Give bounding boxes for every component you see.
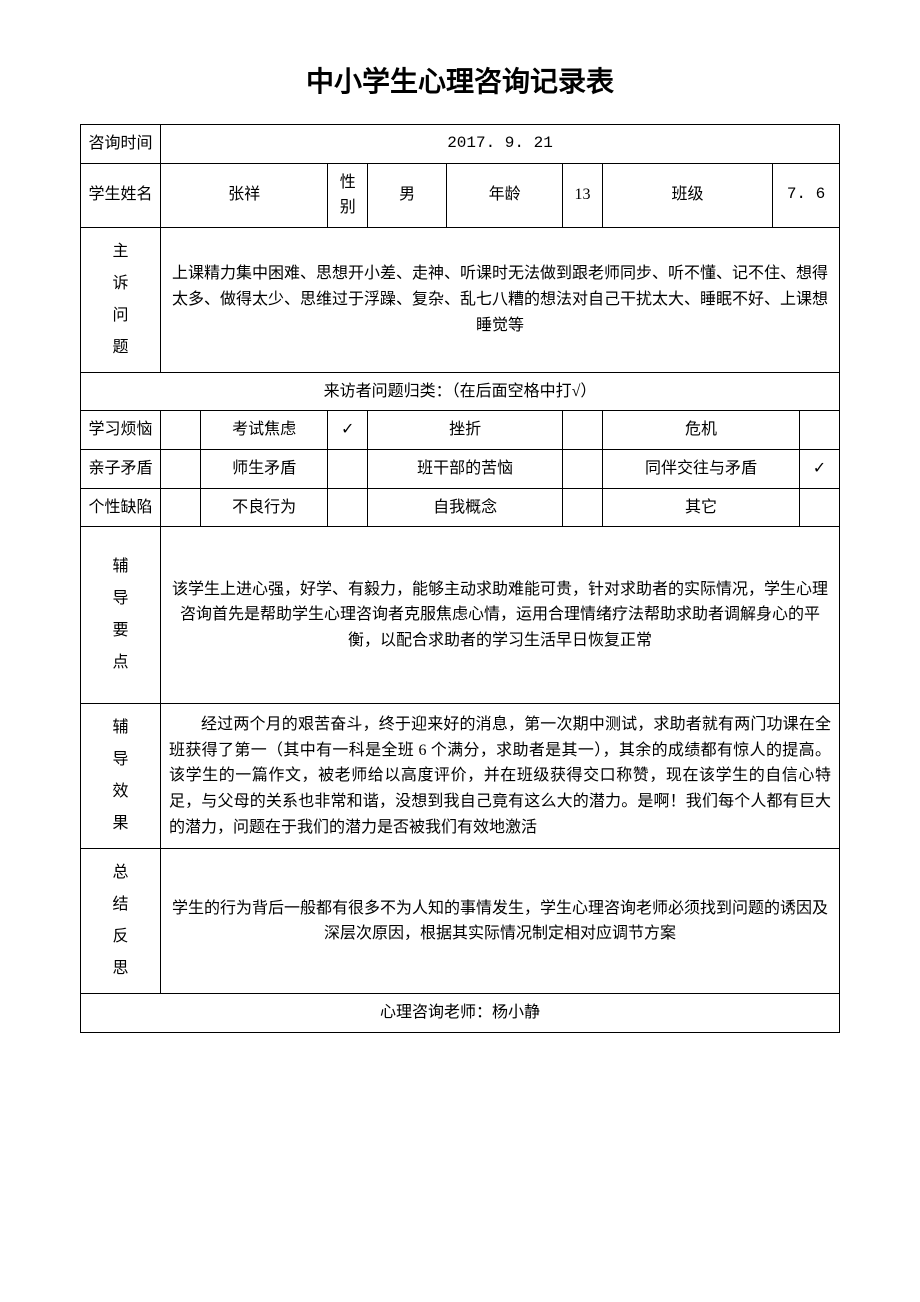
chief-complaint-label: 主 诉 问 题 [81, 227, 161, 372]
summary-label: 总 结 反 思 [81, 849, 161, 994]
row-category-3: 个性缺陷 不良行为 自我概念 其它 [81, 488, 840, 527]
student-name-value: 张祥 [161, 163, 328, 227]
guidance-points-content: 该学生上进心强，好学、有毅力，能够主动求助难能可贵，针对求助者的实际情况，学生心… [161, 527, 840, 704]
row-student-info: 学生姓名 张祥 性别 男 年龄 13 班级 7. 6 [81, 163, 840, 227]
category-header: 来访者问题归类：（在后面空格中打√） [81, 372, 840, 411]
cat-crisis: 危机 [603, 411, 800, 450]
gender-label: 性别 [328, 163, 368, 227]
guidance-effect-content: 经过两个月的艰苦奋斗，终于迎来好的消息，第一次期中测试，求助者就有两门功课在全班… [161, 704, 840, 849]
cat-class-leader: 班干部的苦恼 [368, 449, 563, 488]
age-label: 年龄 [447, 163, 563, 227]
row-category-header: 来访者问题归类：（在后面空格中打√） [81, 372, 840, 411]
summary-content: 学生的行为背后一般都有很多不为人知的事情发生，学生心理咨询老师必须找到问题的诱因… [161, 849, 840, 994]
cat-exam-anxiety-check: ✓ [328, 411, 368, 450]
chief-complaint-content: 上课精力集中困难、思想开小差、走神、听课时无法做到跟老师同步、听不懂、记不住、想… [161, 227, 840, 372]
record-table: 咨询时间 2017. 9. 21 学生姓名 张祥 性别 男 年龄 13 班级 7… [80, 124, 840, 1033]
counselor-signature: 心理咨询老师：杨小静 [81, 994, 840, 1033]
cat-personality: 个性缺陷 [81, 488, 161, 527]
cat-peer: 同伴交往与矛盾 [603, 449, 800, 488]
row-guidance-points: 辅 导 要 点 该学生上进心强，好学、有毅力，能够主动求助难能可贵，针对求助者的… [81, 527, 840, 704]
class-value: 7. 6 [773, 163, 840, 227]
row-chief-complaint: 主 诉 问 题 上课精力集中困难、思想开小差、走神、听课时无法做到跟老师同步、听… [81, 227, 840, 372]
cat-learning-trouble: 学习烦恼 [81, 411, 161, 450]
cat-bad-behavior: 不良行为 [201, 488, 328, 527]
guidance-effect-label: 辅 导 效 果 [81, 704, 161, 849]
cat-teacher-student: 师生矛盾 [201, 449, 328, 488]
cat-parent-child: 亲子矛盾 [81, 449, 161, 488]
cat-other: 其它 [603, 488, 800, 527]
row-guidance-effect: 辅 导 效 果 经过两个月的艰苦奋斗，终于迎来好的消息，第一次期中测试，求助者就… [81, 704, 840, 849]
cat-self-concept: 自我概念 [368, 488, 563, 527]
row-footer: 心理咨询老师：杨小静 [81, 994, 840, 1033]
class-label: 班级 [603, 163, 773, 227]
cat-exam-anxiety: 考试焦虑 [201, 411, 328, 450]
row-category-1: 学习烦恼 考试焦虑 ✓ 挫折 危机 [81, 411, 840, 450]
row-summary: 总 结 反 思 学生的行为背后一般都有很多不为人知的事情发生，学生心理咨询老师必… [81, 849, 840, 994]
gender-value: 男 [368, 163, 447, 227]
consult-time-label: 咨询时间 [81, 125, 161, 164]
row-consult-time: 咨询时间 2017. 9. 21 [81, 125, 840, 164]
consult-time-value: 2017. 9. 21 [161, 125, 840, 164]
row-category-2: 亲子矛盾 师生矛盾 班干部的苦恼 同伴交往与矛盾 ✓ [81, 449, 840, 488]
cat-setback: 挫折 [368, 411, 563, 450]
page-title: 中小学生心理咨询记录表 [80, 60, 840, 100]
guidance-points-label: 辅 导 要 点 [81, 527, 161, 704]
cat-peer-check: ✓ [800, 449, 840, 488]
age-value: 13 [563, 163, 603, 227]
student-name-label: 学生姓名 [81, 163, 161, 227]
